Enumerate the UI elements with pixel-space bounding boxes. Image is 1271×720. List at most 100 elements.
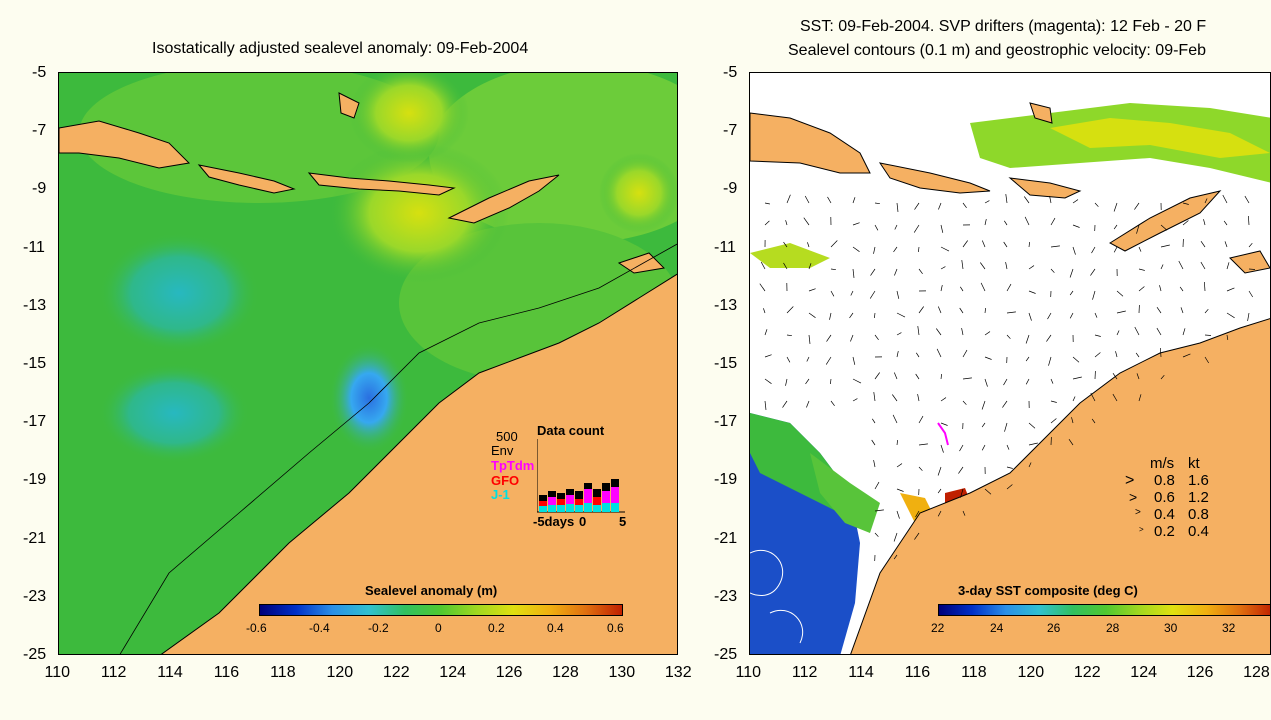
velocity-arrow	[1204, 308, 1209, 314]
x-tick-label: 120	[1017, 664, 1045, 681]
velocity-arrow	[1006, 444, 1010, 450]
x-tick-label: 128	[1243, 664, 1270, 681]
inset-title: Data count	[537, 423, 605, 438]
velocity-arrow	[984, 356, 992, 360]
data-count-inset	[537, 439, 625, 513]
velocity-arrow	[760, 261, 766, 270]
velocity-arrow	[808, 263, 812, 270]
velocity-arrow	[981, 422, 986, 428]
inset-legend-env: Env	[491, 443, 514, 458]
velocity-arrow	[783, 241, 788, 248]
velocity-arrow	[958, 466, 964, 474]
velocity-arrow	[894, 224, 898, 230]
velocity-arrow	[918, 443, 928, 446]
velocity-arrow	[1204, 356, 1209, 364]
velocity-legend-ms: 0.6	[1154, 489, 1175, 506]
velocity-arrow	[1050, 245, 1060, 248]
sst-colorbar-label: 30	[1164, 621, 1178, 635]
velocity-arrow	[1028, 241, 1030, 248]
velocity-arrow	[1204, 281, 1206, 292]
inset-x-label-end: 5	[619, 514, 627, 529]
velocity-arrow	[1028, 442, 1038, 446]
velocity-arrow	[1134, 326, 1140, 336]
velocity-arrow	[1182, 328, 1186, 336]
velocity-arrow	[961, 328, 964, 336]
velocity-arrow	[874, 532, 879, 537]
x-tick-label: 116	[904, 664, 931, 681]
velocity-arrow	[896, 488, 904, 492]
velocity-arrow	[1113, 224, 1118, 230]
y-tick-label: -19	[23, 471, 47, 489]
velocity-arrow	[1200, 261, 1206, 270]
x-tick-label: 118	[270, 664, 296, 681]
velocity-arrow	[896, 463, 903, 468]
velocity-arrow	[984, 331, 991, 336]
velocity-arrow	[962, 400, 967, 405]
velocity-arrow	[806, 356, 810, 362]
velocity-arrow	[826, 334, 832, 342]
x-tick-label: 114	[848, 664, 874, 681]
velocity-arrow	[873, 392, 876, 402]
velocity-arrow	[1203, 219, 1206, 226]
velocity-arrow	[1006, 334, 1011, 339]
velocity-arrow	[870, 268, 876, 276]
velocity-arrow	[1159, 285, 1162, 292]
velocity-arrow	[852, 222, 860, 226]
velocity-arrow	[1072, 396, 1076, 402]
velocity-arrow	[918, 246, 920, 253]
velocity-arrow	[1068, 439, 1074, 446]
velocity-arrow	[830, 378, 832, 385]
velocity-arrow	[803, 217, 810, 226]
velocity-arrow	[1072, 199, 1079, 204]
velocity-arrow	[1028, 312, 1032, 321]
x-tick-label: 122	[1073, 664, 1101, 681]
velocity-arrow	[1048, 356, 1052, 366]
velocity-arrow	[940, 422, 948, 426]
inset-x-label-mid: 0	[579, 514, 587, 529]
velocity-arrow	[981, 444, 986, 451]
velocity-arrow	[852, 197, 856, 204]
velocity-legend-ms: 0.8	[1154, 472, 1175, 489]
velocity-arrow	[1113, 202, 1118, 212]
velocity-arrow	[915, 373, 920, 380]
velocity-arrow	[980, 282, 986, 292]
velocity-arrow	[764, 329, 768, 336]
velocity-arrow	[785, 220, 788, 226]
y-tick-label: -15	[714, 355, 738, 372]
velocity-arrow	[782, 400, 788, 408]
velocity-arrow	[962, 510, 966, 516]
y-tick-label: -17	[23, 413, 47, 431]
velocity-arrow	[984, 307, 986, 314]
velocity-arrow	[962, 349, 968, 358]
velocity-legend-header-kt: kt	[1188, 455, 1200, 472]
velocity-arrow	[825, 356, 832, 365]
sealevel-anomaly-map: Data count 500 Env TpTdm GFO J-1 -5days …	[58, 72, 678, 655]
velocity-arrow	[940, 246, 950, 252]
velocity-arrow	[1116, 290, 1124, 297]
velocity-arrow	[1226, 287, 1235, 292]
velocity-arrow	[892, 394, 898, 402]
velocity-arrow	[916, 352, 920, 358]
velocity-arrow	[874, 334, 879, 341]
velocity-arrow	[894, 268, 898, 276]
velocity-arrow	[1028, 265, 1035, 270]
x-tick-label: 112	[791, 664, 818, 681]
velocity-arrow	[1069, 268, 1074, 278]
velocity-arrow	[873, 246, 876, 254]
velocity-legend-kt: 0.8	[1188, 506, 1209, 523]
velocity-arrow	[874, 224, 879, 231]
velocity-arrow	[830, 268, 836, 271]
velocity-arrow	[1003, 241, 1008, 248]
velocity-arrow	[808, 334, 811, 344]
velocity-arrow	[1094, 352, 1101, 358]
velocity-arrow	[1090, 268, 1096, 276]
velocity-arrow	[896, 332, 902, 336]
velocity-arrow	[913, 224, 920, 233]
sst-colorbar-label: 28	[1106, 621, 1120, 635]
inset-legend-j1: J-1	[491, 487, 510, 502]
velocity-arrow	[893, 532, 898, 542]
velocity-arrow	[940, 285, 943, 292]
velocity-arrow	[892, 414, 898, 424]
velocity-arrow	[1094, 202, 1099, 207]
velocity-arrow	[937, 510, 942, 517]
